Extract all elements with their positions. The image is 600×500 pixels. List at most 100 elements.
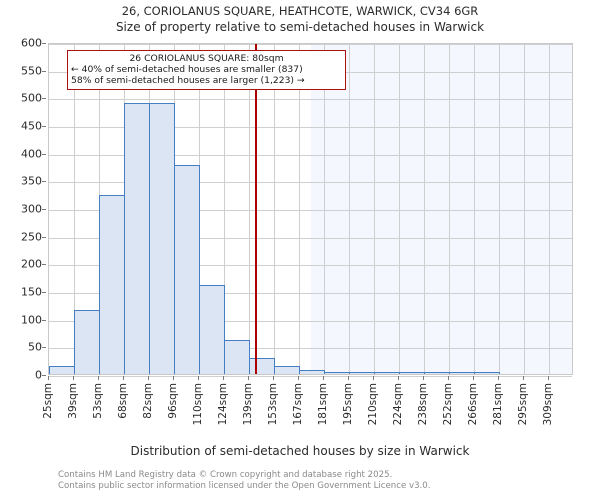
y-tick-label: 50 — [28, 340, 42, 354]
gridline-v — [549, 44, 550, 374]
y-tick-label: 100 — [21, 313, 42, 327]
x-tick-label: 82sqm — [142, 383, 154, 419]
histogram-bar — [74, 310, 100, 374]
gridline-v — [324, 44, 325, 374]
y-tick-label: 200 — [21, 257, 42, 271]
attribution-footer: Contains HM Land Registry data © Crown c… — [58, 470, 598, 491]
gridline-h — [49, 348, 572, 350]
x-tick-label: 181sqm — [317, 383, 329, 426]
annotation-box: 26 CORIOLANUS SQUARE: 80sqm ← 40% of sem… — [67, 50, 346, 90]
histogram-bar — [299, 370, 325, 374]
y-tick-mark — [42, 70, 46, 72]
x-tick-mark — [523, 376, 524, 380]
annotation-line-1: 26 CORIOLANUS SQUARE: 80sqm — [129, 53, 284, 64]
x-tick-label: 238sqm — [417, 383, 429, 426]
x-axis-title: Distribution of semi-detached houses by … — [130, 444, 470, 458]
x-tick-mark — [373, 376, 374, 380]
property-size-marker — [255, 44, 258, 374]
gridline-v — [349, 44, 350, 374]
y-tick-label: 150 — [21, 285, 42, 299]
histogram-bar — [249, 357, 275, 374]
gridline-h — [49, 237, 572, 239]
gridline-v — [524, 44, 525, 374]
annotation-line-3: 58% of semi-detached houses are larger (… — [71, 75, 305, 86]
upper-range-shading — [310, 44, 572, 374]
x-tick-label: 53sqm — [92, 383, 104, 419]
y-tick-mark — [42, 181, 46, 183]
x-tick-label: 124sqm — [217, 383, 229, 426]
x-tick-label: 39sqm — [67, 383, 79, 419]
footer-line-1: Contains HM Land Registry data © Crown c… — [58, 470, 393, 480]
x-tick-mark — [148, 376, 149, 380]
y-tick-label: 500 — [21, 91, 42, 105]
y-tick-mark — [42, 153, 46, 155]
x-tick-label: 153sqm — [267, 383, 279, 426]
x-tick-mark — [498, 376, 499, 380]
histogram-bar — [149, 102, 175, 374]
x-tick-label: 25sqm — [42, 383, 54, 419]
histogram-bar — [174, 165, 200, 374]
histogram-bar — [324, 372, 350, 374]
chart-title-block: 26, CORIOLANUS SQUARE, HEATHCOTE, WARWIC… — [0, 4, 600, 35]
y-tick-mark — [42, 98, 46, 100]
annotation-line-2: ← 40% of semi-detached houses are smalle… — [71, 64, 303, 75]
y-tick-label: 400 — [21, 147, 42, 161]
y-tick-mark — [42, 236, 46, 238]
histogram-bar — [124, 102, 150, 374]
histogram-bar — [374, 372, 400, 374]
x-tick-mark — [323, 376, 324, 380]
x-tick-mark — [348, 376, 349, 380]
x-tick-mark — [173, 376, 174, 380]
x-tick-mark — [223, 376, 224, 380]
x-tick-mark — [48, 376, 49, 380]
y-tick-mark — [42, 264, 46, 266]
x-tick-mark — [73, 376, 74, 380]
x-tick-label: 281sqm — [492, 383, 504, 426]
y-tick-label: 0 — [35, 368, 42, 382]
y-tick-mark — [42, 347, 46, 349]
histogram-bar — [99, 195, 125, 374]
histogram-bar — [424, 372, 450, 374]
gridline-v — [474, 44, 475, 374]
x-tick-label: 195sqm — [342, 383, 354, 426]
histogram-bar — [274, 365, 300, 374]
x-tick-mark — [123, 376, 124, 380]
x-axis-ticks: 25sqm 39sqm 53sqm 68sqm 82sqm 96sqm 110sqm 124s… — [42, 376, 573, 442]
x-tick-label: 96sqm — [167, 383, 179, 419]
y-tick-label: 250 — [21, 230, 42, 244]
gridline-h — [49, 293, 572, 294]
x-tick-label: 139sqm — [242, 383, 254, 426]
y-tick-label: 300 — [21, 202, 42, 216]
x-tick-label: 68sqm — [117, 383, 129, 419]
x-tick-mark — [548, 376, 549, 380]
x-tick-label: 224sqm — [392, 383, 404, 426]
gridline-h — [49, 265, 572, 267]
x-tick-mark — [448, 376, 449, 380]
histogram-bars — [49, 44, 572, 374]
x-tick-label: 295sqm — [517, 383, 529, 426]
y-tick-mark — [42, 292, 46, 293]
x-tick-label: 309sqm — [542, 383, 554, 426]
y-tick-label: 600 — [21, 36, 42, 50]
x-tick-label: 110sqm — [192, 383, 204, 426]
y-tick-mark — [42, 43, 46, 44]
y-tick-mark — [42, 209, 46, 210]
histogram-bar — [199, 285, 225, 374]
gridline-v — [274, 44, 275, 374]
gridline-h — [49, 44, 572, 45]
gridline-v — [299, 44, 300, 374]
y-tick-label: 350 — [21, 174, 42, 188]
x-tick-mark — [198, 376, 199, 380]
x-tick-label: 167sqm — [292, 383, 304, 426]
gridline-h — [49, 320, 572, 322]
y-tick-mark — [42, 375, 46, 376]
gridline-v — [74, 44, 75, 374]
gridline-h — [49, 210, 572, 211]
gridline-h — [49, 127, 572, 128]
histogram-bar — [49, 366, 75, 374]
page-title: 26, CORIOLANUS SQUARE, HEATHCOTE, WARWIC… — [121, 4, 479, 18]
x-tick-mark — [473, 376, 474, 380]
histogram-bar — [349, 372, 375, 374]
y-tick-label: 450 — [21, 119, 42, 133]
